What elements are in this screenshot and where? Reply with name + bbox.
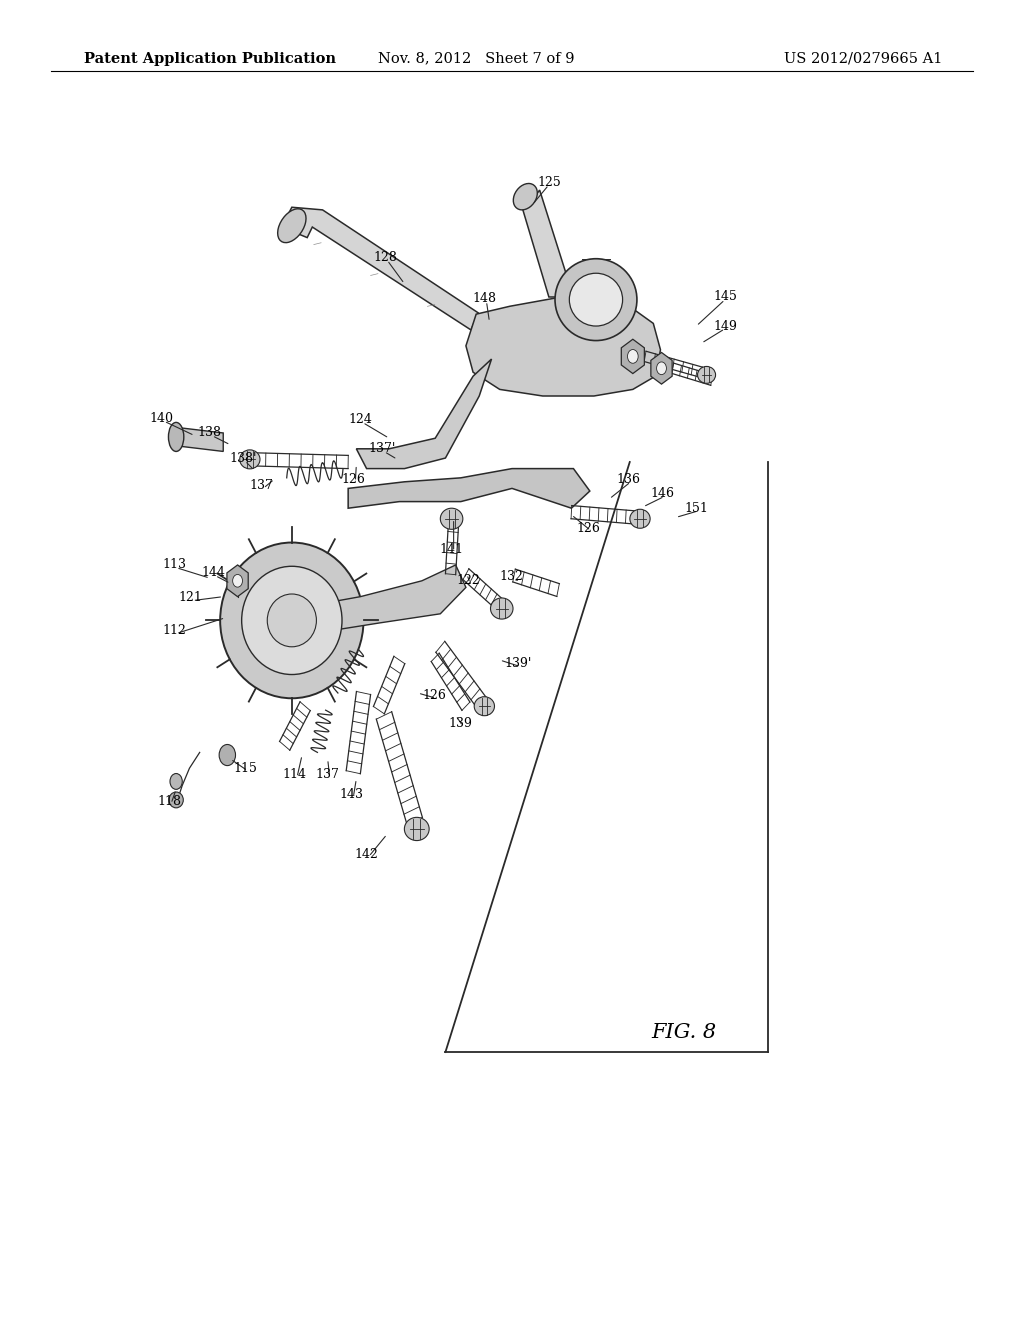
Text: 115: 115 [233,762,258,775]
Text: 138': 138' [229,451,256,465]
Polygon shape [282,207,478,330]
Text: 125: 125 [537,176,561,189]
Text: 136: 136 [616,473,641,486]
Ellipse shape [219,744,236,766]
Ellipse shape [267,594,316,647]
Text: Patent Application Publication: Patent Application Publication [84,51,336,66]
Text: 113: 113 [162,558,186,572]
Text: Nov. 8, 2012   Sheet 7 of 9: Nov. 8, 2012 Sheet 7 of 9 [378,51,574,66]
Text: 137: 137 [315,768,340,781]
Text: 141: 141 [439,543,464,556]
Ellipse shape [513,183,538,210]
Polygon shape [227,565,248,597]
Text: 126: 126 [341,473,366,486]
Ellipse shape [490,598,513,619]
Text: 142: 142 [354,847,379,861]
Ellipse shape [168,422,184,451]
Text: 124: 124 [348,413,373,426]
Ellipse shape [656,362,667,375]
Text: 145: 145 [713,290,737,304]
Ellipse shape [232,574,243,587]
Text: 126: 126 [577,521,601,535]
Text: FIG. 8: FIG. 8 [651,1023,717,1041]
Ellipse shape [628,350,638,363]
Polygon shape [651,352,672,384]
Text: 114: 114 [283,768,307,781]
Ellipse shape [630,510,650,528]
Text: 128: 128 [373,251,397,264]
Text: 144: 144 [201,566,225,579]
Polygon shape [356,359,492,469]
Text: 139': 139' [505,657,531,671]
Polygon shape [517,190,571,297]
Text: 112: 112 [162,624,186,638]
Ellipse shape [278,209,306,243]
Polygon shape [179,428,223,451]
Ellipse shape [474,697,495,715]
Text: 132: 132 [499,570,523,583]
Ellipse shape [170,774,182,789]
Ellipse shape [220,543,364,698]
Text: 139: 139 [449,717,473,730]
Ellipse shape [240,450,260,469]
Ellipse shape [569,273,623,326]
Text: 126: 126 [422,689,446,702]
Ellipse shape [440,508,463,529]
Text: 151: 151 [684,502,709,515]
Text: 118: 118 [157,795,181,808]
Text: 146: 146 [650,487,675,500]
Text: 148: 148 [472,292,497,305]
Ellipse shape [697,367,716,383]
Text: 138: 138 [198,426,222,440]
Ellipse shape [242,566,342,675]
Ellipse shape [555,259,637,341]
Polygon shape [302,565,466,634]
Text: 149: 149 [713,319,737,333]
Text: 137': 137' [369,442,395,455]
Text: 122: 122 [456,574,480,587]
Text: 143: 143 [339,788,364,801]
Text: 140: 140 [150,412,174,425]
Ellipse shape [169,792,183,808]
Text: 137: 137 [249,479,273,492]
Polygon shape [348,469,590,508]
Polygon shape [466,297,660,396]
Text: US 2012/0279665 A1: US 2012/0279665 A1 [783,51,942,66]
Polygon shape [622,339,644,374]
Text: 121: 121 [178,591,203,605]
Ellipse shape [404,817,429,841]
